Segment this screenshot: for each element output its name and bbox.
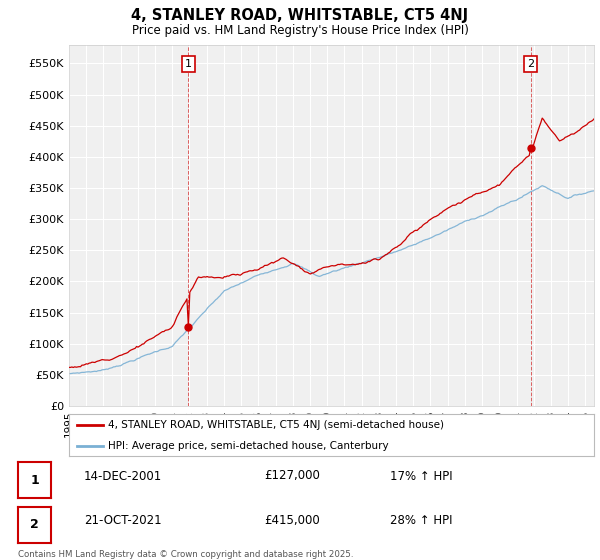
Text: 17% ↑ HPI: 17% ↑ HPI — [390, 469, 452, 483]
Text: 2: 2 — [527, 59, 534, 69]
Text: HPI: Average price, semi-detached house, Canterbury: HPI: Average price, semi-detached house,… — [109, 441, 389, 451]
Text: Price paid vs. HM Land Registry's House Price Index (HPI): Price paid vs. HM Land Registry's House … — [131, 24, 469, 36]
Text: 4, STANLEY ROAD, WHITSTABLE, CT5 4NJ (semi-detached house): 4, STANLEY ROAD, WHITSTABLE, CT5 4NJ (se… — [109, 420, 445, 430]
Text: 28% ↑ HPI: 28% ↑ HPI — [390, 514, 452, 528]
Text: 21-OCT-2021: 21-OCT-2021 — [84, 514, 161, 528]
Text: 14-DEC-2001: 14-DEC-2001 — [84, 469, 162, 483]
Text: 1: 1 — [30, 474, 39, 487]
Text: 2: 2 — [30, 519, 39, 531]
Text: 4, STANLEY ROAD, WHITSTABLE, CT5 4NJ: 4, STANLEY ROAD, WHITSTABLE, CT5 4NJ — [131, 8, 469, 24]
Text: £415,000: £415,000 — [264, 514, 320, 528]
Text: 1: 1 — [185, 59, 192, 69]
Text: Contains HM Land Registry data © Crown copyright and database right 2025.
This d: Contains HM Land Registry data © Crown c… — [18, 550, 353, 560]
Text: £127,000: £127,000 — [264, 469, 320, 483]
